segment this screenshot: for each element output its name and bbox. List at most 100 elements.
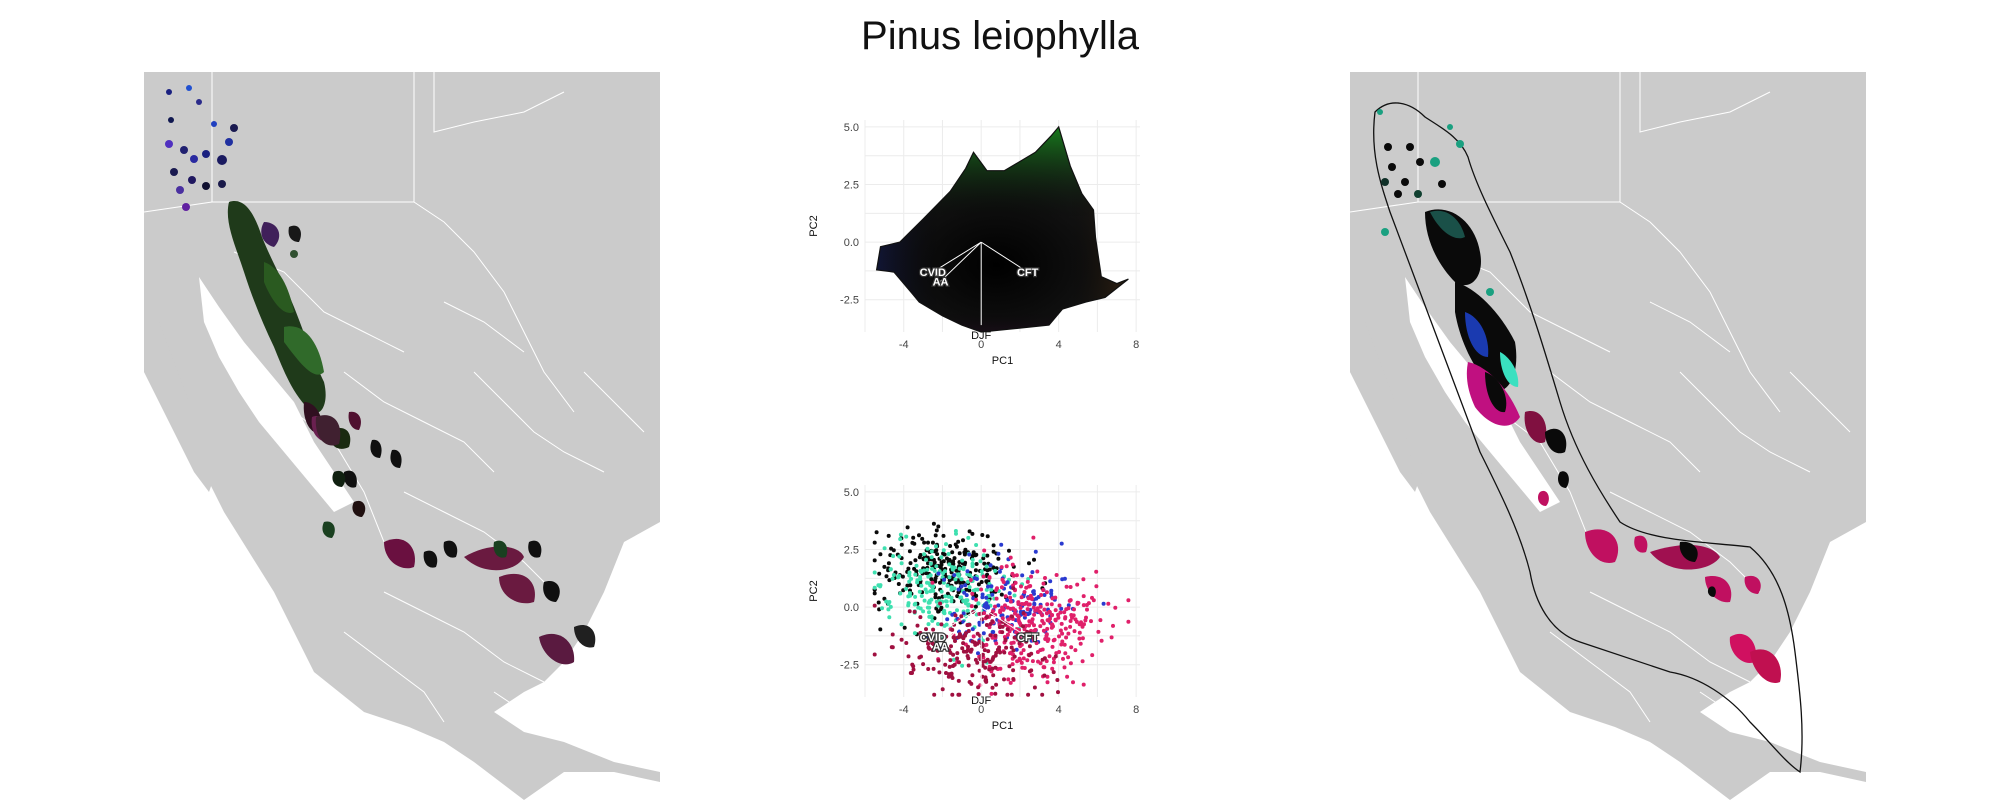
scatter-point bbox=[1057, 603, 1062, 608]
scatter-point bbox=[888, 604, 893, 609]
scatter-point bbox=[942, 577, 947, 582]
scatter-point bbox=[932, 549, 937, 554]
scatter-point bbox=[1025, 629, 1030, 634]
scatter-point bbox=[985, 534, 990, 539]
scatter-point bbox=[1017, 619, 1022, 624]
scatter-point bbox=[1016, 600, 1021, 605]
scatter-point bbox=[1051, 638, 1056, 643]
scatter-point bbox=[1042, 593, 1047, 597]
scatter-point bbox=[988, 622, 993, 626]
scatter-point bbox=[911, 667, 916, 672]
scatter-point bbox=[955, 651, 960, 656]
scatter-point bbox=[913, 558, 918, 563]
scatter-point bbox=[912, 566, 917, 571]
scatter-point bbox=[986, 584, 990, 589]
scatter-point bbox=[951, 657, 956, 662]
scatter-point bbox=[1008, 680, 1013, 685]
scatter-point bbox=[986, 649, 991, 654]
scatter-point bbox=[929, 555, 934, 560]
scatter-point bbox=[957, 660, 961, 665]
scatter-point bbox=[1113, 605, 1118, 610]
scatter-point bbox=[941, 548, 946, 553]
scatter-point bbox=[1066, 603, 1071, 608]
scatter-point bbox=[949, 644, 953, 649]
ocean-south bbox=[524, 772, 660, 800]
loading-vector-label: CFT bbox=[1017, 632, 1039, 644]
scatter-point bbox=[906, 603, 911, 608]
scatter-point bbox=[913, 572, 918, 577]
scatter-point bbox=[1056, 615, 1061, 620]
scatter-point bbox=[994, 596, 999, 601]
scatter-point bbox=[1000, 630, 1005, 635]
loading-vector-label: CVID bbox=[920, 267, 946, 279]
scatter-point bbox=[977, 668, 982, 673]
x-tick-label: 0 bbox=[978, 704, 984, 716]
scatter-point bbox=[905, 525, 910, 530]
scatter-point bbox=[941, 533, 946, 538]
scatter-point bbox=[1002, 650, 1007, 655]
ocean-pacific bbox=[1350, 372, 1730, 800]
scatter-point bbox=[927, 610, 931, 615]
scatter-point bbox=[890, 576, 895, 581]
scatter-point bbox=[930, 566, 934, 571]
y-tick-label: 5.0 bbox=[844, 122, 859, 134]
loading-vector-label: CVID bbox=[920, 632, 946, 644]
scatter-point bbox=[1074, 619, 1079, 624]
scatter-point bbox=[945, 583, 950, 588]
y-tick-label: 0.0 bbox=[844, 602, 859, 614]
scatter-point bbox=[979, 580, 984, 584]
scatter-point bbox=[961, 538, 965, 543]
scatter-point bbox=[969, 681, 974, 686]
scatter-point bbox=[1038, 661, 1043, 666]
scatter-point bbox=[1086, 601, 1091, 606]
scatter-point bbox=[960, 663, 965, 668]
scatter-point bbox=[1062, 610, 1067, 615]
scatter-point bbox=[997, 569, 1002, 574]
scatter-point bbox=[1030, 570, 1035, 575]
scatter-point bbox=[1025, 658, 1030, 663]
scatter-point bbox=[900, 574, 905, 579]
y-tick-label: 2.5 bbox=[844, 545, 859, 557]
scatter-point bbox=[1068, 619, 1073, 623]
scatter-point bbox=[963, 547, 968, 552]
scatter-point bbox=[981, 574, 986, 579]
scatter-point bbox=[905, 583, 910, 588]
scatter-point bbox=[960, 558, 965, 563]
scatter-point bbox=[979, 569, 984, 574]
scatter-point bbox=[886, 601, 891, 606]
scatter-point bbox=[872, 540, 877, 545]
scatter-point bbox=[991, 630, 996, 634]
scatter-point bbox=[1080, 623, 1085, 627]
scatter-point bbox=[988, 563, 993, 568]
scatter-point bbox=[998, 666, 1003, 671]
scatter-point bbox=[1094, 569, 1099, 574]
scatter-point bbox=[968, 578, 973, 582]
scatter-point bbox=[931, 521, 936, 526]
state-borders bbox=[1350, 72, 1851, 733]
scatter-point bbox=[1050, 613, 1055, 617]
x-axis-label: PC1 bbox=[992, 355, 1013, 367]
scatter-point bbox=[979, 617, 984, 622]
y-tick-label: 0.0 bbox=[844, 237, 859, 249]
loading-vector-label: DJF bbox=[971, 330, 991, 342]
scatter-point bbox=[953, 542, 958, 547]
scatter-point bbox=[896, 575, 901, 580]
scatter-point bbox=[939, 589, 944, 594]
scatter-point bbox=[1049, 588, 1054, 593]
scatter-point bbox=[1040, 692, 1045, 697]
scatter-point bbox=[996, 603, 1001, 608]
scatter-point bbox=[1031, 535, 1036, 540]
scatter-point bbox=[985, 568, 990, 573]
scatter-point bbox=[1005, 692, 1010, 697]
scatter-point bbox=[1011, 573, 1016, 578]
scatter-point bbox=[950, 612, 955, 617]
scatter-point bbox=[878, 627, 883, 632]
loading-vector bbox=[980, 241, 1028, 273]
scatter-point bbox=[933, 595, 938, 600]
scatter-point bbox=[912, 541, 917, 546]
scatter-point bbox=[1003, 603, 1007, 608]
scatter-point bbox=[889, 546, 894, 551]
scatter-point bbox=[1053, 618, 1058, 623]
